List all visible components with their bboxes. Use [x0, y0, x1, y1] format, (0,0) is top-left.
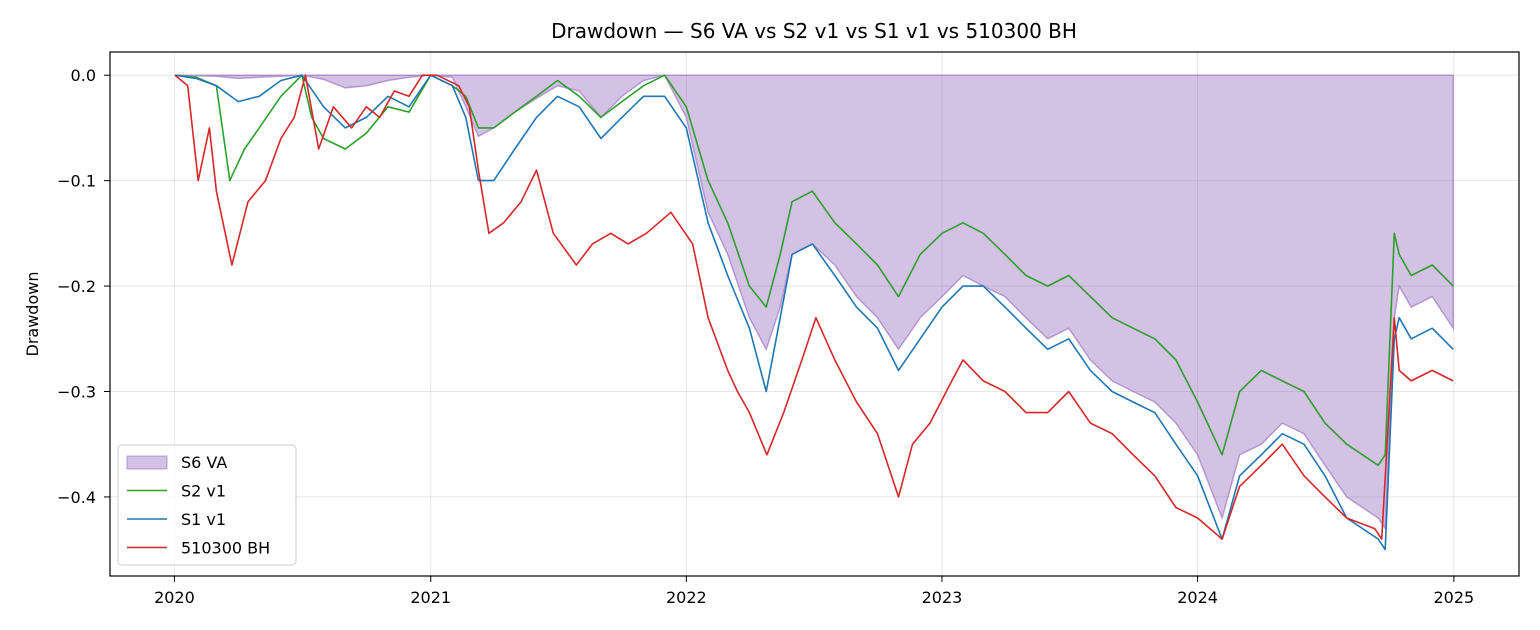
legend-label-s2-v1: S2 v1	[181, 482, 226, 501]
y-tick-label: 0.0	[71, 66, 96, 85]
chart-title: Drawdown — S6 VA vs S2 v1 vs S1 v1 vs 51…	[551, 19, 1077, 43]
y-tick-label: −0.3	[57, 382, 96, 401]
y-tick-label: −0.4	[57, 488, 96, 507]
y-tick-label: −0.2	[57, 277, 96, 296]
legend-label-510300-bh: 510300 BH	[181, 539, 270, 558]
series-line-s2-v1	[175, 74, 1454, 467]
x-tick-label: 2023	[922, 588, 963, 607]
x-tick-label: 2022	[666, 588, 707, 607]
x-tick-label: 2020	[154, 588, 195, 607]
legend-label-s1-v1: S1 v1	[181, 510, 226, 529]
series-line-s1-v1	[174, 74, 1454, 551]
plot-area	[174, 74, 1454, 551]
x-tick-label: 2021	[410, 588, 451, 607]
legend-swatch-s6-va	[126, 455, 168, 470]
y-axis-label: Drawdown	[23, 272, 42, 357]
axis-ticks: 2020 2021 2022 2023 2024 2025 0.0 −0.1 −0.2 −0.3 −…	[57, 66, 1474, 607]
x-tick-label: 2024	[1177, 588, 1218, 607]
legend-box	[117, 444, 297, 566]
series-line-510300-bh	[174, 74, 1454, 540]
legend: S6 VA S2 v1 S1 v1 510300 BH	[117, 444, 297, 566]
plot-frame	[109, 51, 1520, 577]
y-tick-label: −0.1	[57, 172, 96, 191]
legend-label-s6-va: S6 VA	[181, 453, 227, 472]
x-tick-label: 2025	[1434, 588, 1475, 607]
